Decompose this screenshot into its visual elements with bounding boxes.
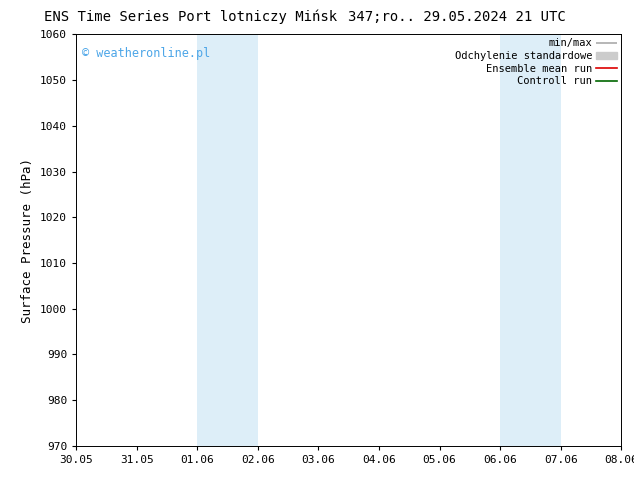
Legend: min/max, Odchylenie standardowe, Ensemble mean run, Controll run: min/max, Odchylenie standardowe, Ensembl… [453, 36, 619, 88]
Bar [197, 34, 258, 446]
Text: ENS Time Series Port lotniczy Mińsk: ENS Time Series Port lotniczy Mińsk [44, 10, 337, 24]
Y-axis label: Surface Pressure (hPa): Surface Pressure (hPa) [22, 158, 34, 322]
Text: 347;ro.. 29.05.2024 21 UTC: 347;ro.. 29.05.2024 21 UTC [347, 10, 566, 24]
Bar [500, 34, 560, 446]
Text: © weatheronline.pl: © weatheronline.pl [82, 47, 210, 60]
